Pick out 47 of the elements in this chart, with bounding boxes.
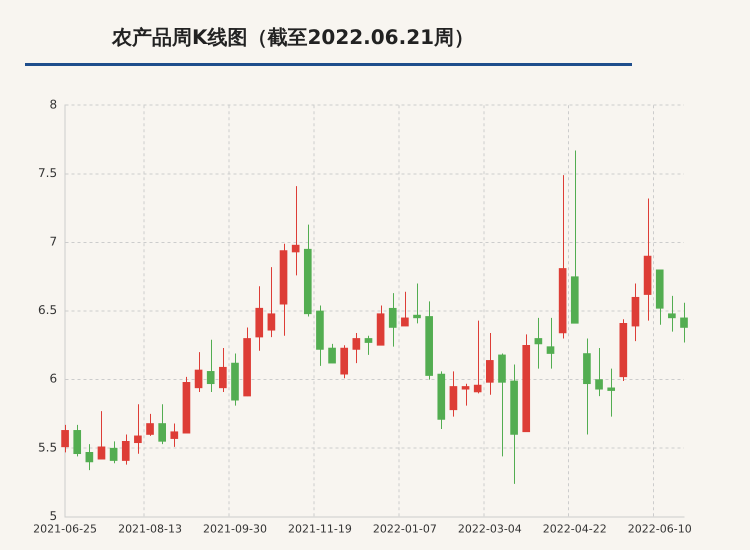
candlestick bbox=[352, 332, 360, 364]
candlestick bbox=[122, 434, 130, 466]
candlestick bbox=[534, 317, 542, 370]
x-tick-label: 2021-11-19 bbox=[288, 522, 352, 536]
candlestick bbox=[206, 339, 215, 392]
y-tick-label: 5.5 bbox=[38, 440, 58, 454]
candlestick bbox=[607, 368, 616, 418]
candlestick bbox=[364, 335, 372, 356]
candlestick bbox=[388, 292, 397, 348]
candlestick bbox=[595, 348, 603, 397]
candlestick bbox=[146, 413, 154, 436]
x-tick-label: 2022-03-04 bbox=[458, 522, 522, 536]
candlestick bbox=[401, 291, 409, 327]
candlestick bbox=[462, 383, 470, 406]
candlestick bbox=[546, 317, 554, 370]
candlestick bbox=[268, 266, 276, 338]
candlestick bbox=[450, 370, 458, 418]
x-tick-label: 2022-06-10 bbox=[628, 522, 692, 536]
x-tick-label: 2021-09-30 bbox=[203, 522, 267, 536]
candlestick bbox=[486, 332, 494, 396]
candlestick bbox=[98, 410, 106, 460]
candlestick bbox=[86, 444, 94, 471]
candlestick bbox=[73, 424, 82, 457]
x-tick-label: 2021-06-25 bbox=[33, 522, 98, 536]
x-tick-label: 2022-04-22 bbox=[542, 522, 607, 536]
candlestick bbox=[219, 348, 227, 392]
candlestick bbox=[680, 302, 688, 344]
candlestick bbox=[170, 423, 178, 448]
candlestick bbox=[328, 343, 336, 364]
chart-title: 农产品周K线图（截至2022.06.21周） bbox=[112, 24, 474, 51]
candlestick bbox=[474, 320, 482, 394]
y-tick-label: 5 bbox=[49, 508, 58, 523]
candlestick bbox=[194, 352, 202, 392]
candlestick bbox=[61, 424, 69, 453]
y-tick-label: 8 bbox=[49, 97, 58, 112]
y-tick-label: 6 bbox=[49, 372, 58, 386]
y-tick-label: 7.5 bbox=[38, 166, 58, 180]
x-tick-label: 2021-08-13 bbox=[118, 522, 182, 536]
candlestick bbox=[110, 440, 118, 464]
y-tick-label: 6.5 bbox=[38, 303, 58, 318]
candlestick bbox=[158, 404, 166, 445]
x-tick-label: 2022-01-07 bbox=[372, 522, 437, 536]
y-tick-label: 7 bbox=[49, 234, 58, 249]
candlestick bbox=[413, 283, 421, 324]
candlestick bbox=[668, 295, 676, 332]
candlestick bbox=[292, 186, 300, 276]
candlestick bbox=[134, 404, 142, 454]
